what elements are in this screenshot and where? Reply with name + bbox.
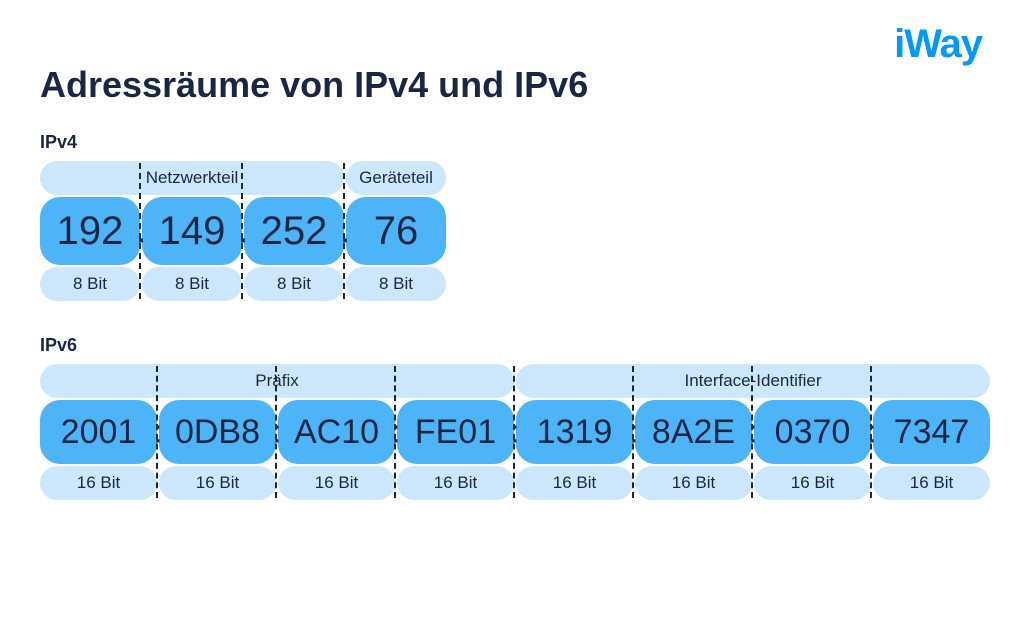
bit-block: 16 Bit [754,466,871,500]
separator: . [237,210,249,253]
bit-block: 8 Bit [346,267,446,301]
bit-block: 16 Bit [516,466,633,500]
address-block: 0370: [754,400,871,464]
bit-block: 16 Bit [397,466,514,500]
separator: : [509,414,521,451]
page-title: Adressräume von IPv4 und IPv6 [40,64,984,106]
address-block: 1319: [516,400,633,464]
ipv4-diagram: NetzwerkteilGeräteteil192.149.252.768 Bi… [40,161,446,301]
bit-block: 8 Bit [142,267,242,301]
address-block: 192. [40,197,140,265]
ipv4-label: IPv4 [40,132,984,153]
separator: . [135,210,147,253]
brand-logo: iWay [894,22,982,67]
bit-block: 16 Bit [40,466,157,500]
separator: : [152,414,164,451]
page: iWay Adressräume von IPv4 und IPv6 IPv4 … [0,0,1024,625]
bit-block: 16 Bit [159,466,276,500]
separator: : [390,414,402,451]
address-block: 7347 [873,400,990,464]
address-block: AC10: [278,400,395,464]
separator: : [747,414,759,451]
address-block: 149. [142,197,242,265]
address-block: 252. [244,197,344,265]
separator: : [271,414,283,451]
ipv6-diagram: PräfixInterface-Identifier 2001:0DB8:AC10… [40,364,990,500]
header-block: Interface-Identifier [516,364,990,398]
bit-block: 8 Bit [40,267,140,301]
bit-block: 16 Bit [873,466,990,500]
address-block: 0DB8: [159,400,276,464]
header-block: Präfix [40,364,514,398]
header-block: Netzwerkteil [40,161,344,195]
address-block: 76 [346,197,446,265]
separator: : [628,414,640,451]
header-block: Geräteteil [346,161,446,195]
address-block: FE01: [397,400,514,464]
bit-block: 8 Bit [244,267,344,301]
bit-block: 16 Bit [635,466,752,500]
ipv6-label: IPv6 [40,335,984,356]
address-block: 8A2E: [635,400,752,464]
separator: . [339,210,351,253]
bit-block: 16 Bit [278,466,395,500]
address-block: 2001: [40,400,157,464]
separator: : [866,414,878,451]
